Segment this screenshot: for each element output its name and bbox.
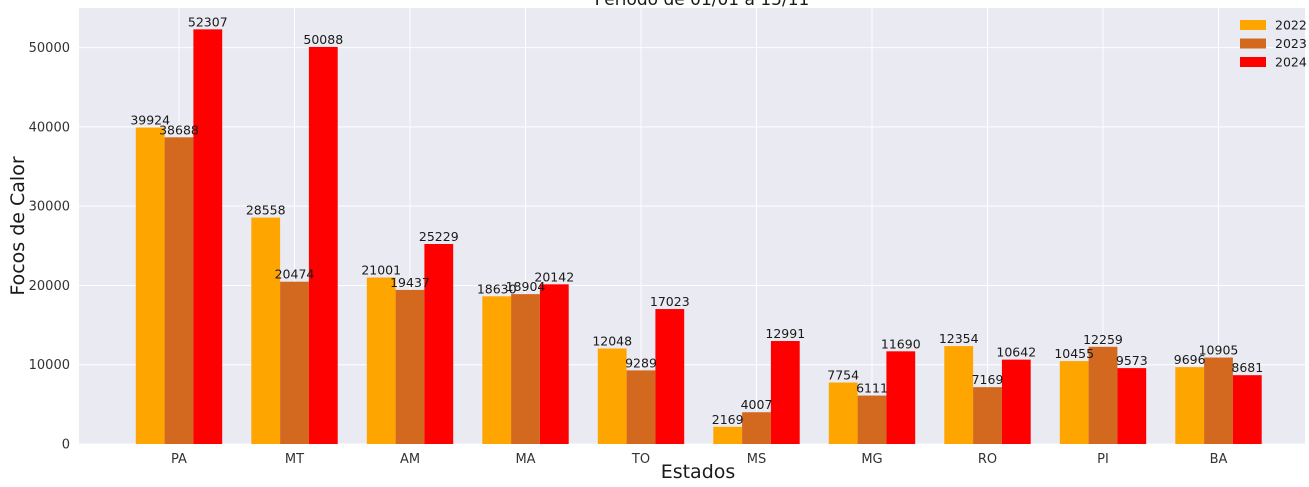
data-label: 10905 [1199,343,1239,358]
legend-swatch [1240,38,1266,49]
x-axis-title: Estados [661,461,736,483]
data-label: 20142 [534,269,574,284]
bar [1117,368,1147,444]
y-tick-labels: 0 10000 20000 30000 40000 50000 [29,41,70,452]
bar [1175,367,1205,444]
data-label: 19437 [390,275,430,290]
bar [251,217,281,444]
data-label: 9696 [1174,352,1206,367]
bar [626,370,656,444]
bar [193,29,223,444]
data-label: 6111 [856,381,888,396]
y-tick-label: 10000 [29,358,70,373]
bar [713,426,743,444]
y-tick-label: 50000 [29,41,70,56]
data-label: 11690 [881,336,921,351]
bar [655,309,685,444]
y-tick-label: 20000 [29,279,70,294]
bar [366,277,396,444]
bar [511,294,540,444]
bar [424,244,454,444]
data-label: 12259 [1083,332,1123,347]
legend-label: 2022 [1275,18,1307,33]
bars [135,29,1262,445]
data-label: 12048 [592,333,632,348]
data-label: 52307 [188,14,228,29]
data-label: 21001 [361,263,401,278]
chart-title: Período de 01/01 a 15/11 [595,0,810,10]
data-label: 4007 [741,397,773,412]
data-label: 10642 [996,345,1036,360]
bar [886,351,916,444]
data-label: 7169 [972,372,1004,387]
legend-swatch [1240,20,1266,30]
bar [135,127,165,444]
bar [1232,375,1262,444]
legend-label: 2024 [1275,55,1307,70]
x-tick-label: RO [978,452,997,467]
bar [944,346,974,444]
data-label: 10455 [1054,346,1094,361]
data-label: 18904 [506,279,546,294]
bar [1088,346,1118,444]
data-label: 20474 [275,267,315,282]
y-axis-title: Focos de Calor [7,156,29,295]
bar [828,382,858,444]
data-label: 9573 [1116,353,1148,368]
legend-item: 2023 [1240,36,1307,51]
bar [1059,361,1089,444]
data-label: 12991 [765,326,805,341]
x-tick-label: MT [285,452,304,467]
data-label: 38688 [159,122,199,137]
legend-item: 2022 [1240,18,1307,33]
bar [308,46,338,445]
x-tick-label: MG [861,452,882,467]
bar [770,341,800,444]
legend-item: 2024 [1240,55,1307,70]
bar [1204,357,1233,444]
data-label: 12354 [939,331,979,346]
x-tick-labels: PA MT AM MA TO MS MG RO PI BA [171,452,1227,467]
y-tick-label: 40000 [29,120,70,135]
x-tick-label: AM [400,452,420,467]
bar [539,284,569,444]
data-label: 2169 [712,412,744,427]
data-label: 28558 [246,203,286,218]
x-tick-label: PI [1097,452,1109,467]
legend-label: 2023 [1275,36,1307,51]
data-label: 39924 [130,113,170,128]
x-tick-label: BA [1210,452,1228,467]
data-label: 50088 [303,32,343,47]
bar [973,387,1002,444]
bar [482,296,512,444]
legend-swatch [1240,57,1266,67]
legend: 2022 2023 2024 [1240,18,1307,70]
data-label: 8681 [1231,360,1263,375]
x-tick-label: PA [171,452,187,467]
bar [742,412,771,444]
data-label: 25229 [419,229,459,244]
bar [164,137,194,444]
y-tick-label: 30000 [29,200,70,215]
x-tick-label: MA [515,452,535,467]
bar [857,395,887,444]
x-tick-label: MS [747,452,766,467]
bar [1001,359,1031,444]
data-label: 9289 [625,355,657,370]
data-label: 7754 [827,368,859,383]
y-tick-label: 0 [62,438,70,453]
data-label: 17023 [650,294,690,309]
bar [395,289,425,444]
x-tick-label: TO [631,452,650,467]
bar [597,348,627,444]
data-label: 18630 [477,281,517,296]
bar [280,281,309,444]
